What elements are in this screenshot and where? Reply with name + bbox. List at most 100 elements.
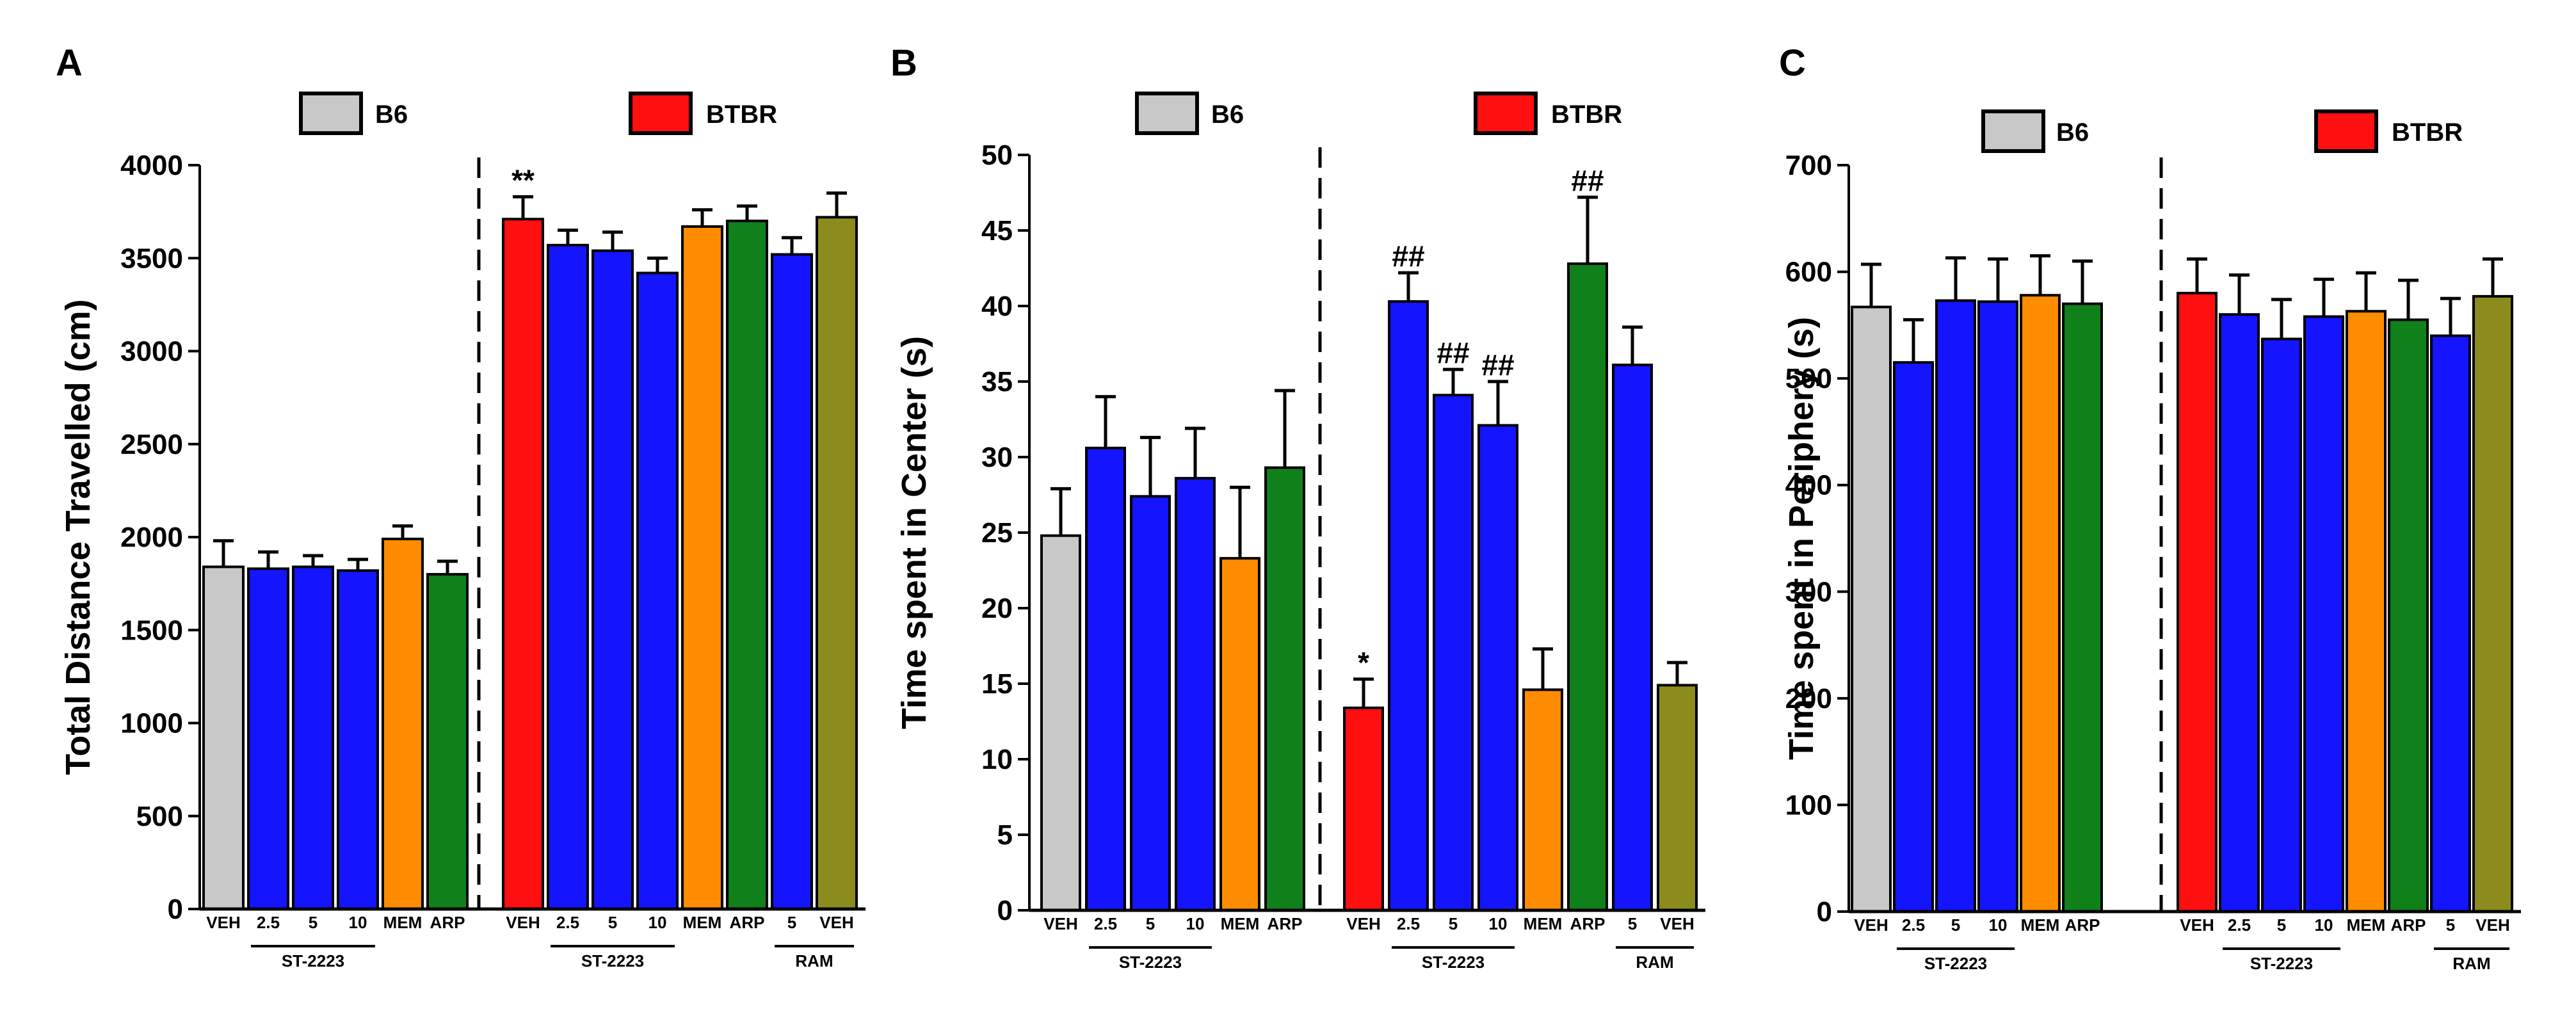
bar (2472, 294, 2513, 913)
bar (1130, 495, 1171, 912)
bar (426, 573, 469, 910)
y-tick-label: 3000 (120, 336, 183, 367)
panel-B: B Time spent in Center (s) 0 5 10 15 20 25 30 35 4… (890, 42, 1705, 972)
x-tick-label: 5 (1628, 914, 1637, 933)
bar (1220, 557, 1260, 912)
x-tick-label: ARP (430, 913, 465, 932)
x-tick-label: MEM (1221, 914, 1260, 933)
y-tick-label: 10 (981, 744, 1013, 775)
bar (2346, 310, 2387, 913)
legend-label: BTBR (1551, 101, 1622, 129)
y-tick-label: 30 (981, 442, 1013, 473)
bar (1522, 688, 1563, 912)
y-tick-label: 4000 (120, 150, 183, 181)
panel-letter: A (56, 42, 83, 84)
bar (2020, 294, 2061, 913)
bar (1175, 477, 1216, 912)
x-tick-label: 2.5 (1094, 914, 1117, 933)
x-tick-label: ARP (1570, 914, 1606, 933)
bar (681, 225, 723, 910)
x-tick-label: 10 (1186, 914, 1205, 933)
legend-label: B6 (1211, 101, 1244, 129)
bar (2430, 334, 2471, 913)
y-tick-label: 3500 (120, 243, 183, 274)
y-tick-label: 100 (1785, 789, 1832, 821)
y-tick-label: 35 (981, 366, 1013, 398)
x-tick-label: MEM (2347, 915, 2386, 935)
x-tick-label: MEM (2021, 915, 2060, 935)
x-tick-label: VEH (2475, 915, 2509, 935)
x-tick-label: ARP (1268, 914, 1303, 933)
y-tick-label: 20 (981, 593, 1013, 624)
bar (1657, 684, 1698, 912)
y-tick-label: 1000 (120, 708, 183, 739)
significance-label: ** (511, 163, 535, 197)
x-tick-label: 2.5 (257, 913, 280, 932)
panel-A: A Total Distance Travelled (cm) 0 500 1000 15… (56, 42, 865, 970)
bar (2177, 291, 2218, 913)
y-tick-label: 700 (1785, 150, 1832, 181)
y-tick-label: 0 (1817, 896, 1832, 928)
x-tick-label: 5 (2277, 915, 2286, 935)
legend-label: BTBR (2392, 118, 2463, 147)
x-tick-label: 5 (608, 913, 617, 932)
group-bracket-label: ST-2223 (1924, 954, 1987, 973)
legend-label: BTBR (706, 101, 777, 129)
bar (726, 220, 768, 910)
bar (292, 565, 334, 910)
bar (1567, 262, 1608, 912)
x-tick-label: 5 (309, 913, 318, 932)
bar (771, 253, 813, 910)
bar (502, 218, 544, 910)
bar (2388, 318, 2429, 913)
x-tick-label: VEH (206, 913, 240, 932)
legend-swatch (1135, 92, 1199, 135)
y-tick-label: 400 (1785, 470, 1832, 501)
bar (202, 565, 245, 910)
x-tick-label: MEM (683, 913, 722, 932)
x-tick-label: 10 (1489, 914, 1508, 933)
y-tick-label: 50 (981, 140, 1013, 171)
bar (2219, 313, 2260, 913)
legend-swatch (629, 92, 693, 135)
group-bracket-label: RAM (2452, 954, 2490, 973)
x-tick-label: 10 (1989, 915, 2008, 935)
x-tick-label: 10 (2315, 915, 2333, 935)
bar (2261, 337, 2302, 913)
x-tick-label: ARP (2065, 915, 2100, 935)
x-tick-label: 5 (787, 913, 796, 932)
y-tick-label: 1500 (120, 615, 183, 646)
x-tick-label: ARP (730, 913, 765, 932)
y-axis-label: Time spent in Periphery (s) (1782, 317, 1821, 760)
x-tick-label: 2.5 (2228, 915, 2251, 935)
bar (547, 243, 589, 910)
y-tick-label: 200 (1785, 683, 1832, 714)
x-tick-label: VEH (819, 913, 853, 932)
legend-swatch (1981, 109, 2045, 153)
x-tick-label: 2.5 (556, 913, 579, 932)
x-tick-label: VEH (1346, 914, 1380, 933)
legend-label: B6 (2056, 118, 2089, 147)
bar (1477, 424, 1518, 912)
x-tick-label: 2.5 (1902, 915, 1925, 935)
bar (247, 567, 289, 910)
y-tick-label: 0 (168, 894, 183, 925)
bar (1612, 364, 1653, 912)
x-tick-label: ARP (2391, 915, 2426, 935)
y-tick-label: 45 (981, 215, 1013, 246)
panel-letter: B (890, 42, 917, 84)
panel-letter: C (1779, 42, 1806, 84)
x-tick-label: 2.5 (1397, 914, 1420, 933)
group-bracket-label: ST-2223 (1422, 953, 1485, 972)
significance-label: ## (1437, 336, 1469, 369)
y-tick-label: 25 (981, 517, 1013, 549)
x-tick-label: VEH (1854, 915, 1888, 935)
bar (1851, 305, 1892, 913)
x-tick-label: 10 (648, 913, 667, 932)
bar (337, 569, 379, 910)
x-tick-label: 5 (1146, 914, 1155, 933)
bar (816, 216, 858, 911)
significance-label: ## (1481, 348, 1514, 382)
bar (2062, 302, 2103, 913)
bar (1935, 299, 1976, 913)
